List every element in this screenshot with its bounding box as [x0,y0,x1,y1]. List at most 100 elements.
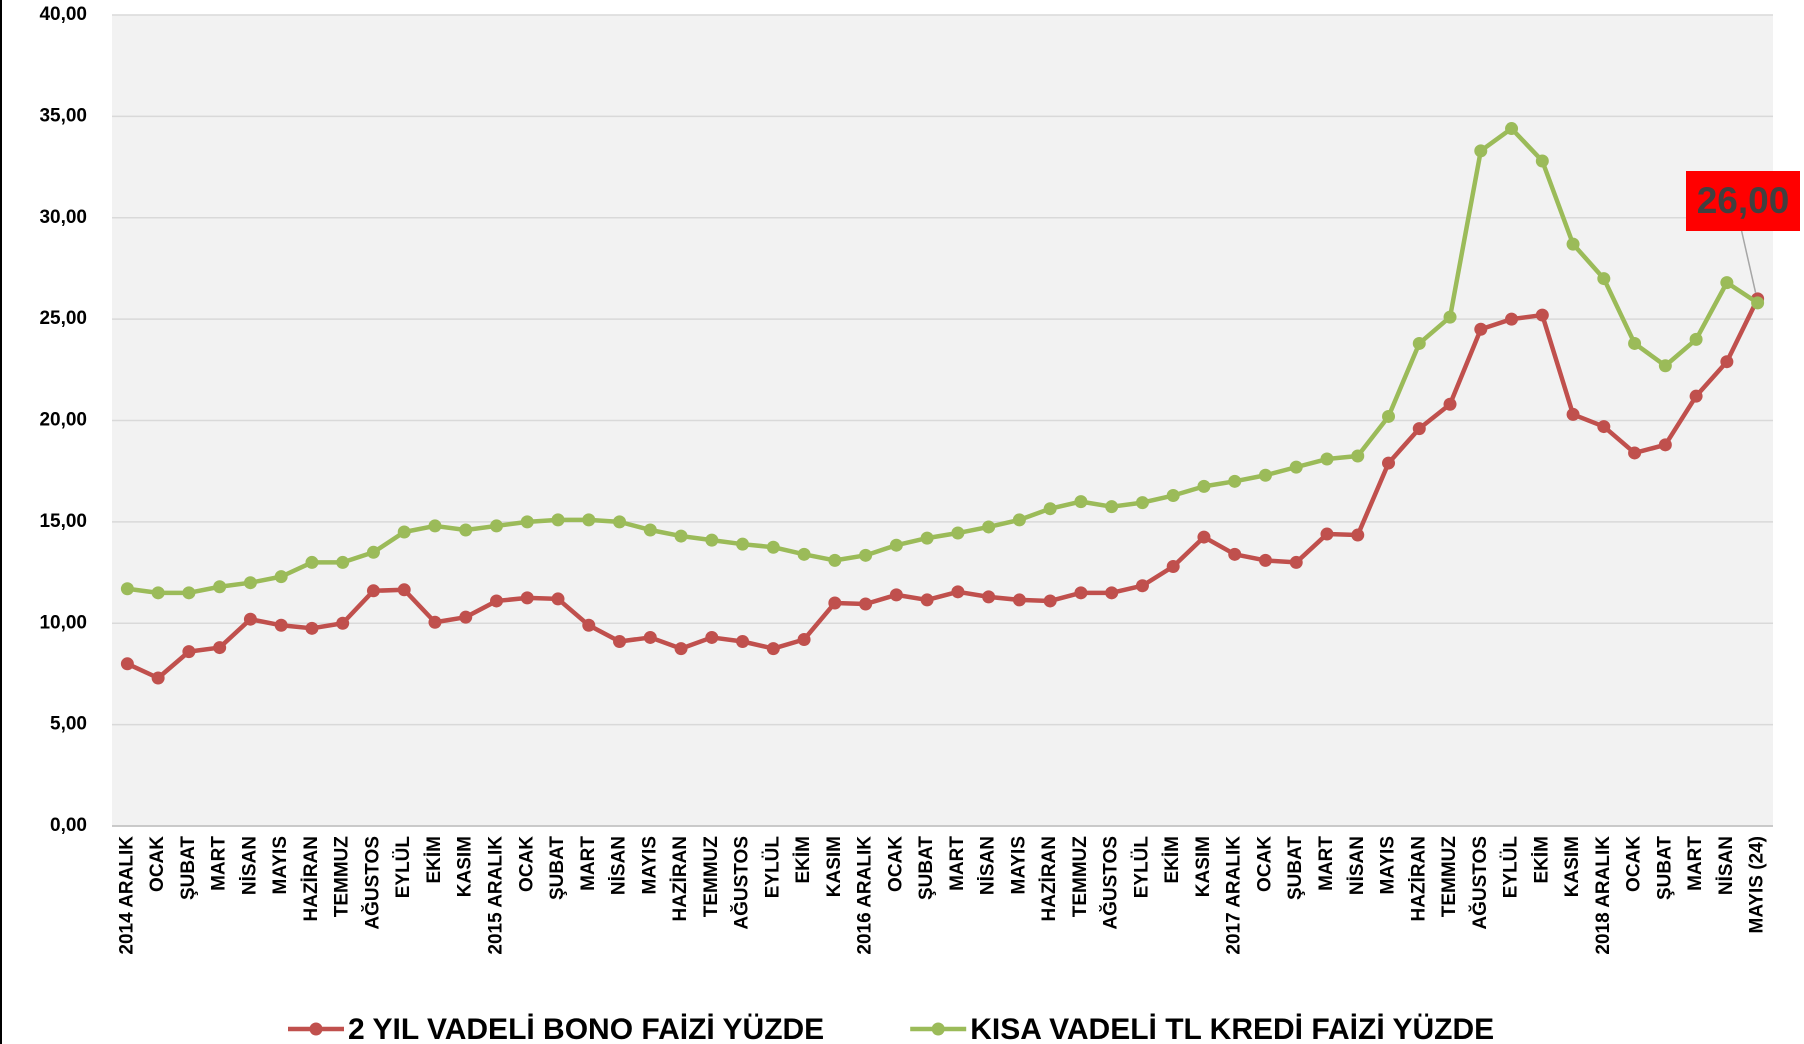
point [889,588,903,602]
point [1135,496,1149,510]
point [1166,559,1180,573]
point [336,555,350,569]
x-tick-label: TEMMUZ [332,836,353,918]
point [828,596,842,610]
point [1658,438,1672,452]
point [213,641,227,655]
point [1012,593,1026,607]
y-tick-label: 0,00 [50,815,87,836]
x-tick-label: ŞUBAT [916,836,937,900]
point [1105,500,1119,514]
point [1043,594,1057,608]
point [397,583,411,597]
legend-label: KISA VADELİ TL KREDİ FAİZİ YÜZDE [970,1013,1494,1044]
legend-marker [309,1022,323,1036]
point [797,547,811,561]
point [120,582,134,596]
point [1443,310,1457,324]
x-tick-label: MAYIS [639,836,660,894]
x-tick-label: NİSAN [239,836,260,895]
point [551,513,565,527]
point [674,642,688,656]
point [1228,474,1242,488]
point [305,555,319,569]
point [1074,586,1088,600]
x-tick-label: 2014 ARALIK [116,836,137,955]
point [1412,336,1426,350]
x-tick-label: NİSAN [1347,836,1368,895]
point [120,657,134,671]
x-tick-label: MAYIS (24) [1747,836,1768,934]
point [643,630,657,644]
point [489,519,503,533]
point [705,630,719,644]
data-label: 26,00 [1697,180,1790,221]
y-tick-label: 40,00 [39,4,87,25]
point [1566,407,1580,421]
x-tick-label: ŞUBAT [547,836,568,900]
x-tick-label: NİSAN [609,836,630,895]
x-tick-label: KASIM [1193,836,1214,897]
point [982,520,996,534]
point [1012,513,1026,527]
x-tick-label: OCAK [885,836,906,892]
point [459,523,473,537]
point [613,515,627,529]
x-tick-label: AĞUSTOS [361,836,383,930]
point [1289,460,1303,474]
y-tick-label: 5,00 [50,714,87,735]
point [366,584,380,598]
x-tick-label: MAYIS [270,836,291,894]
x-tick-label: OCAK [516,836,537,892]
point [397,525,411,539]
point [305,621,319,635]
point [1566,237,1580,251]
point [243,576,257,590]
point [613,634,627,648]
y-tick-label: 25,00 [39,308,87,329]
x-tick-label: HAZİRAN [1408,836,1429,922]
x-tick-label: OCAK [147,836,168,892]
point [1689,332,1703,346]
y-tick-label: 35,00 [39,105,87,126]
point [151,586,165,600]
point [551,592,565,606]
x-tick-label: ŞUBAT [1285,836,1306,900]
point [705,533,719,547]
point [428,615,442,629]
point [797,632,811,646]
point [859,548,873,562]
x-tick-label: NİSAN [978,836,999,895]
y-tick-label: 10,00 [39,612,87,633]
point [736,537,750,551]
x-tick-label: MART [209,836,230,891]
x-tick-label: KASIM [1562,836,1583,897]
point [920,593,934,607]
point [951,526,965,540]
point [1658,359,1672,373]
point [1351,449,1365,463]
x-tick-label: EKİM [793,836,814,884]
point [1597,420,1611,434]
x-tick-label: ŞUBAT [178,836,199,900]
point [1412,422,1426,436]
point [1720,355,1734,369]
point [1258,553,1272,567]
point [489,594,503,608]
x-tick-label: OCAK [1254,836,1275,892]
x-tick-label: HAZİRAN [670,836,691,922]
x-tick-label: 2018 ARALIK [1593,836,1614,955]
x-tick-label: KASIM [455,836,476,897]
x-tick-label: 2016 ARALIK [855,836,876,955]
point [243,612,257,626]
x-tick-label: EKİM [1162,836,1183,884]
x-tick-label: MAYIS [1008,836,1029,894]
x-tick-label: AĞUSTOS [731,836,753,930]
point [274,570,288,584]
x-tick-label: MART [947,836,968,891]
leader-line [1740,230,1757,294]
legend-marker [931,1022,945,1036]
x-tick-label: TEMMUZ [1070,836,1091,918]
point [1382,456,1396,470]
